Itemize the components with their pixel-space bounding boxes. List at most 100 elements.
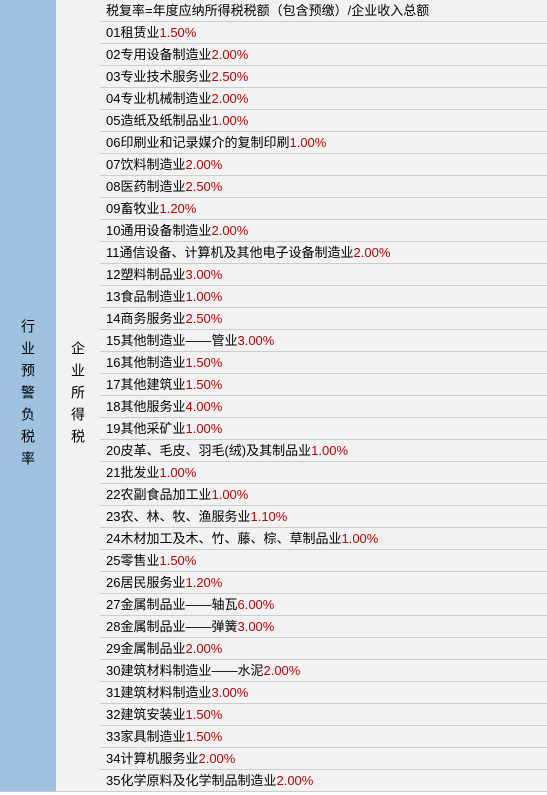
industry-name: 建筑材料制造业——水泥 xyxy=(120,663,263,679)
table-row: 30 建筑材料制造业——水泥 2.00% xyxy=(100,660,547,682)
industry-name: 专业机械制造业 xyxy=(120,91,211,107)
table-row: 34 计算机服务业 2.00% xyxy=(100,748,547,770)
row-number: 35 xyxy=(106,773,120,789)
table-row: 26 居民服务业 1.20% xyxy=(100,572,547,594)
industry-name: 专业技术服务业 xyxy=(120,69,211,85)
industry-name: 化学原料及化学制品制造业 xyxy=(120,773,276,789)
table-row: 31 建筑材料制造业 3.00% xyxy=(100,682,547,704)
industry-name: 计算机服务业 xyxy=(120,751,198,767)
tax-rate: 3.00% xyxy=(237,333,274,349)
row-number: 34 xyxy=(106,751,120,767)
row-number: 24 xyxy=(106,531,120,547)
industry-name: 批发业 xyxy=(120,465,159,481)
row-number: 23 xyxy=(106,509,120,525)
industry-name: 零售业 xyxy=(120,553,159,569)
table-row: 23 农、林、牧、渔服务业 1.10% xyxy=(100,506,547,528)
row-number: 25 xyxy=(106,553,120,569)
tax-rate: 1.00% xyxy=(289,135,326,151)
subcategory-label: 企业所得税 xyxy=(56,0,100,792)
tax-rate: 3.00% xyxy=(211,685,248,701)
industry-name: 建筑安装业 xyxy=(120,707,185,723)
table-row: 20 皮革、毛皮、羽毛(绒)及其制品业 1.00% xyxy=(100,440,547,462)
industry-name: 金属制品业 xyxy=(120,641,185,657)
industry-name: 金属制品业——弹簧 xyxy=(120,619,237,635)
table-row: 17 其他建筑业 1.50% xyxy=(100,374,547,396)
table-row: 13 食品制造业 1.00% xyxy=(100,286,547,308)
industry-name: 租赁业 xyxy=(120,25,159,41)
tax-rate: 4.00% xyxy=(185,399,222,415)
tax-rate-table: 行业预警负税率 企业所得税 税复率=年度应纳所得税税额（包含预缴）/企业收入总额… xyxy=(0,0,547,792)
tax-rate: 6.00% xyxy=(237,597,274,613)
row-number: 06 xyxy=(106,135,120,151)
table-row: 27 金属制品业——轴瓦 6.00% xyxy=(100,594,547,616)
industry-name: 其他制造业 xyxy=(120,355,185,371)
tax-rate: 2.50% xyxy=(185,311,222,327)
table-row: 01 租赁业 1.50% xyxy=(100,22,547,44)
row-number: 14 xyxy=(106,311,120,327)
table-row: 32 建筑安装业 1.50% xyxy=(100,704,547,726)
table-row: 24 木材加工及木、竹、藤、棕、草制品业 1.00% xyxy=(100,528,547,550)
table-row: 14 商务服务业 2.50% xyxy=(100,308,547,330)
table-row: 05 造纸及纸制品业 1.00% xyxy=(100,110,547,132)
tax-rate: 1.50% xyxy=(185,377,222,393)
industry-name: 木材加工及木、竹、藤、棕、草制品业 xyxy=(120,531,341,547)
row-number: 17 xyxy=(106,377,120,393)
table-row: 28 金属制品业——弹簧 3.00% xyxy=(100,616,547,638)
table-row: 08 医药制造业 2.50% xyxy=(100,176,547,198)
data-rows: 税复率=年度应纳所得税税额（包含预缴）/企业收入总额 01 租赁业 1.50%0… xyxy=(100,0,547,792)
tax-rate: 3.00% xyxy=(237,619,274,635)
formula-row: 税复率=年度应纳所得税税额（包含预缴）/企业收入总额 xyxy=(100,0,547,22)
industry-name: 通信设备、计算机及其他电子设备制造业 xyxy=(120,245,354,261)
table-row: 18 其他服务业 4.00% xyxy=(100,396,547,418)
tax-rate: 2.00% xyxy=(185,157,222,173)
industry-name: 其他采矿业 xyxy=(120,421,185,437)
tax-rate: 1.50% xyxy=(185,707,222,723)
tax-rate: 1.50% xyxy=(159,553,196,569)
tax-rate: 1.10% xyxy=(250,509,287,525)
row-number: 05 xyxy=(106,113,120,129)
industry-name: 印刷业和记录媒介的复制印刷 xyxy=(120,135,289,151)
tax-rate: 1.20% xyxy=(159,201,196,217)
industry-name: 农副食品加工业 xyxy=(120,487,211,503)
industry-name: 其他服务业 xyxy=(120,399,185,415)
tax-rate: 2.00% xyxy=(211,47,248,63)
row-number: 04 xyxy=(106,91,120,107)
industry-name: 其他建筑业 xyxy=(120,377,185,393)
industry-name: 金属制品业——轴瓦 xyxy=(120,597,237,613)
table-row: 25 零售业 1.50% xyxy=(100,550,547,572)
row-number: 19 xyxy=(106,421,120,437)
industry-name: 农、林、牧、渔服务业 xyxy=(120,509,250,525)
row-number: 12 xyxy=(106,267,120,283)
row-number: 31 xyxy=(106,685,120,701)
tax-rate: 2.00% xyxy=(263,663,300,679)
table-row: 33 家具制造业 1.50% xyxy=(100,726,547,748)
industry-name: 家具制造业 xyxy=(120,729,185,745)
tax-rate: 2.00% xyxy=(211,223,248,239)
industry-name: 畜牧业 xyxy=(120,201,159,217)
industry-name: 食品制造业 xyxy=(120,289,185,305)
row-number: 09 xyxy=(106,201,120,217)
row-number: 13 xyxy=(106,289,120,305)
table-row: 35 化学原料及化学制品制造业 2.00% xyxy=(100,770,547,792)
row-number: 03 xyxy=(106,69,120,85)
row-number: 02 xyxy=(106,47,120,63)
industry-name: 居民服务业 xyxy=(120,575,185,591)
table-row: 02 专用设备制造业 2.00% xyxy=(100,44,547,66)
row-number: 18 xyxy=(106,399,120,415)
table-row: 07 饮料制造业 2.00% xyxy=(100,154,547,176)
tax-rate: 1.50% xyxy=(185,355,222,371)
tax-rate: 1.00% xyxy=(185,289,222,305)
table-row: 10 通用设备制造业 2.00% xyxy=(100,220,547,242)
table-row: 09 畜牧业 1.20% xyxy=(100,198,547,220)
row-number: 10 xyxy=(106,223,120,239)
table-row: 21 批发业 1.00% xyxy=(100,462,547,484)
row-number: 22 xyxy=(106,487,120,503)
table-row: 16 其他制造业 1.50% xyxy=(100,352,547,374)
industry-name: 其他制造业——管业 xyxy=(120,333,237,349)
tax-rate: 2.50% xyxy=(211,69,248,85)
table-row: 15 其他制造业——管业 3.00% xyxy=(100,330,547,352)
industry-name: 商务服务业 xyxy=(120,311,185,327)
table-row: 03 专业技术服务业 2.50% xyxy=(100,66,547,88)
tax-rate: 1.50% xyxy=(185,729,222,745)
industry-name: 医药制造业 xyxy=(120,179,185,195)
